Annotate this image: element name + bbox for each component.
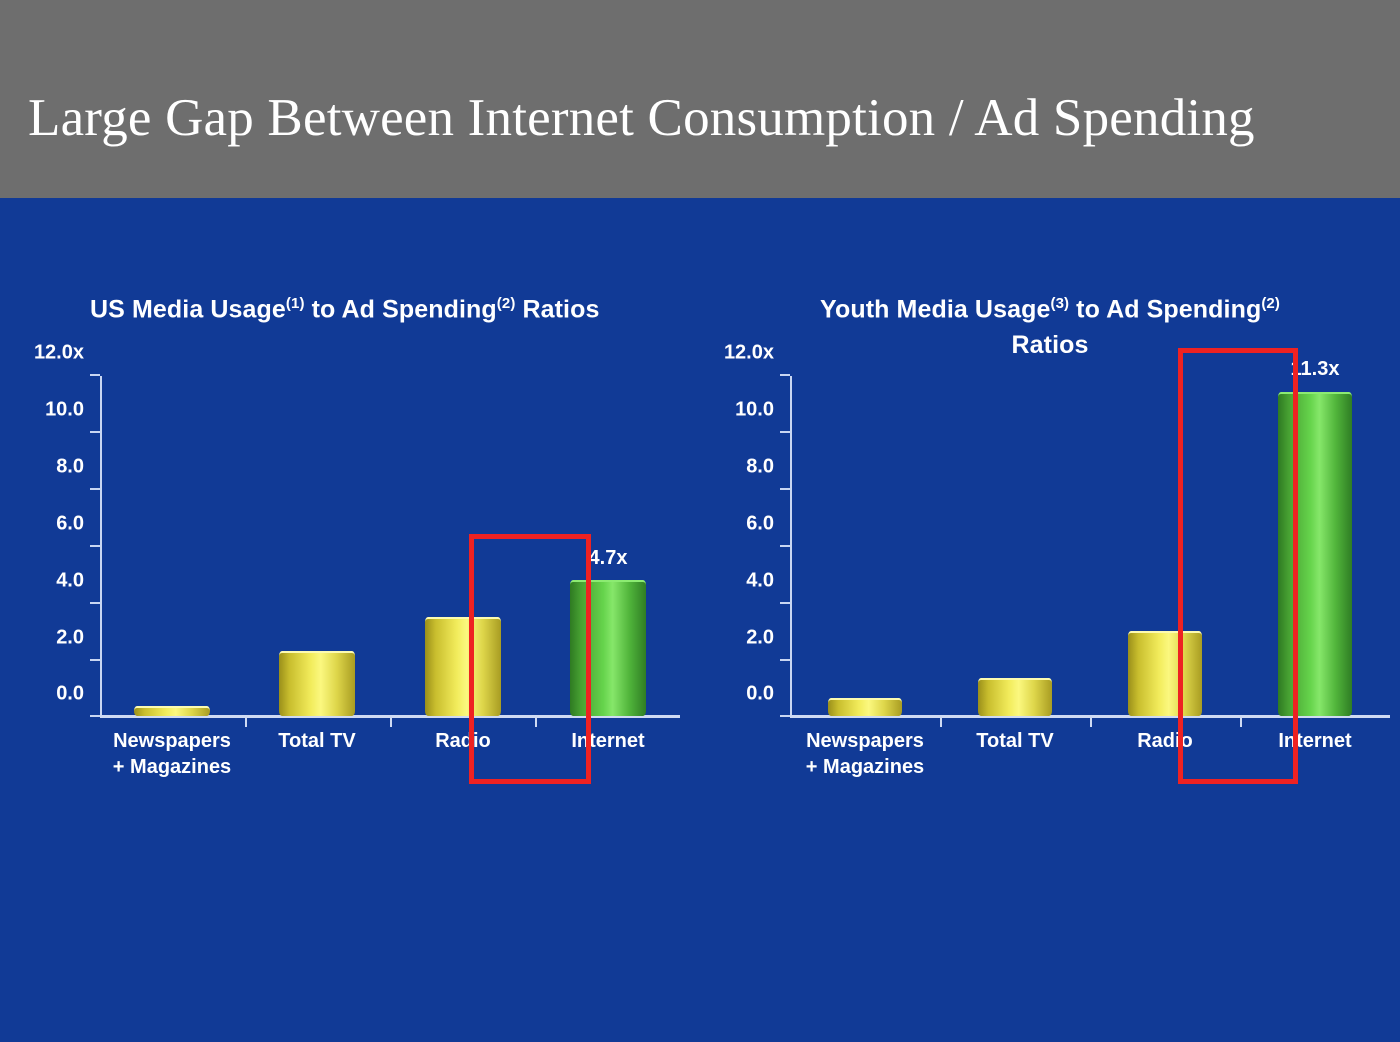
slide-header: Large Gap Between Internet Consumption /… <box>0 0 1400 198</box>
y-tick-label-10: 10.0 <box>45 398 84 421</box>
chart-title-tail: Ratios <box>1011 331 1089 360</box>
y-tick-0 <box>780 715 790 717</box>
x-label-newspapers-magazines: Newspapers + Magazines <box>805 730 925 778</box>
bar-newspapers-magazines <box>828 698 902 716</box>
y-tick-label-12: 12.0x <box>33 341 84 364</box>
y-tick-10 <box>90 431 100 433</box>
chart-title-lead: Youth Media Usage <box>820 295 1051 324</box>
y-tick-6 <box>780 545 790 547</box>
slide-body: US Media Usage(1) to Ad Spending(2) Rati… <box>0 198 1400 1042</box>
y-tick-8 <box>90 488 100 490</box>
y-tick-0 <box>90 715 100 717</box>
footnote-ref-3: (3) <box>1050 295 1070 312</box>
chart-title-us: US Media Usage(1) to Ad Spending(2) Rati… <box>0 286 610 327</box>
y-tick-label-0: 0.0 <box>56 682 84 705</box>
footnote-ref-2: (2) <box>496 295 516 312</box>
y-tick-label-0: 0.0 <box>746 682 774 705</box>
bar-total-tv <box>279 651 355 716</box>
x-label-total-tv: Total TV <box>278 730 356 752</box>
plot-area-youth: 12.0x 10.0 8.0 6.0 4.0 2.0 0.0 11.3x New… <box>724 342 1390 778</box>
y-tick-8 <box>780 488 790 490</box>
x-label-internet: Internet <box>571 730 645 752</box>
y-tick-label-4: 4.0 <box>56 569 84 592</box>
footnote-ref-1: (1) <box>285 295 305 312</box>
y-axis-youth <box>790 376 792 718</box>
y-tick-2 <box>780 659 790 661</box>
y-tick-label-2: 2.0 <box>746 626 774 649</box>
footnote-ref-2b: (2) <box>1261 295 1280 312</box>
chart-title-middle: to Ad Spending <box>311 295 497 324</box>
y-tick-label-6: 6.0 <box>56 512 84 535</box>
x-tick-3 <box>535 718 537 727</box>
chart-us-media-usage: US Media Usage(1) to Ad Spending(2) Rati… <box>0 198 700 818</box>
y-tick-label-8: 8.0 <box>56 455 84 478</box>
y-tick-label-6: 6.0 <box>746 512 774 535</box>
y-tick-label-8: 8.0 <box>746 455 774 478</box>
data-label-internet: 4.7x <box>588 547 628 569</box>
bar-total-tv <box>978 678 1052 716</box>
bar-newspapers-magazines <box>134 706 210 716</box>
bar-internet <box>1278 392 1352 716</box>
chart-title-youth: Youth Media Usage(3) to Ad Spending(2) R… <box>700 286 1400 363</box>
y-tick-2 <box>90 659 100 661</box>
x-tick-2 <box>1090 718 1092 727</box>
x-tick-1 <box>245 718 247 727</box>
chart-title-middle: to Ad Spending <box>1076 295 1262 324</box>
x-axis-us <box>100 715 680 718</box>
x-tick-2 <box>390 718 392 727</box>
y-tick-4 <box>90 602 100 604</box>
x-tick-1 <box>940 718 942 727</box>
chart-youth-media-usage: Youth Media Usage(3) to Ad Spending(2) R… <box>700 198 1400 818</box>
plot-area-us: 12.0x 10.0 8.0 6.0 4.0 2.0 0.0 4.7x News… <box>34 342 680 778</box>
x-label-internet: Internet <box>1278 730 1352 752</box>
y-tick-10 <box>780 431 790 433</box>
chart-title-tail: Ratios <box>522 295 600 324</box>
x-label-radio: Radio <box>1137 730 1193 752</box>
y-tick-12 <box>90 374 100 376</box>
y-tick-4 <box>780 602 790 604</box>
bar-internet <box>570 580 646 716</box>
x-label-total-tv: Total TV <box>976 730 1054 752</box>
x-tick-3 <box>1240 718 1242 727</box>
y-tick-label-10: 10.0 <box>735 398 774 421</box>
x-axis-youth <box>790 715 1390 718</box>
y-tick-label-2: 2.0 <box>56 626 84 649</box>
bar-radio <box>425 617 501 716</box>
slide-footer: MorganStanley 43 Yourseeker <box>0 947 1400 1042</box>
y-tick-label-4: 4.0 <box>746 569 774 592</box>
y-axis-us <box>100 376 102 718</box>
y-tick-6 <box>90 545 100 547</box>
x-label-newspapers-magazines: Newspapers + Magazines <box>112 730 232 778</box>
chart-title-lead: US Media Usage <box>90 295 286 324</box>
y-tick-label-12: 12.0x <box>723 341 774 364</box>
x-label-radio: Radio <box>435 730 491 752</box>
page-title: Large Gap Between Internet Consumption /… <box>28 89 1255 147</box>
bar-radio <box>1128 631 1202 716</box>
data-label-internet: 11.3x <box>1290 358 1340 380</box>
y-tick-12 <box>780 374 790 376</box>
